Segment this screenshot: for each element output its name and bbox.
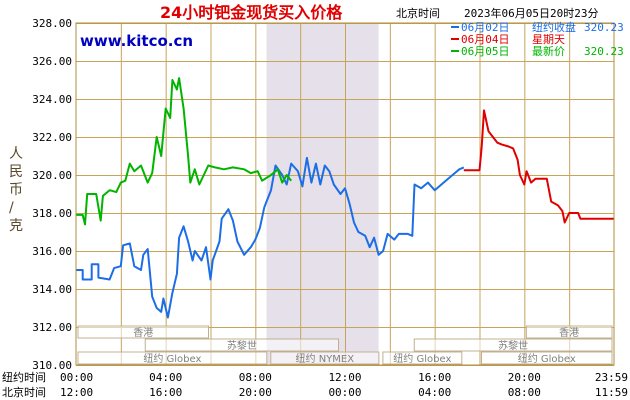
legend-value: 320.23 <box>584 45 624 58</box>
price-series <box>76 77 614 319</box>
session-bar <box>77 351 268 365</box>
y-axis-label: 人民币 / 克 <box>9 146 23 234</box>
x-tick-label: 20:00 <box>239 386 272 399</box>
y-tick-label: 326.00 <box>32 55 72 68</box>
x-tick-label: 12:00 <box>60 386 93 399</box>
chart-title: 24小时钯金现货买入价格 <box>160 3 343 22</box>
legend-label: 纽约收盘 <box>532 20 576 34</box>
x-tick-label: 04:00 <box>418 386 451 399</box>
session-label: 苏黎世 <box>227 339 257 352</box>
session-bar <box>481 351 613 365</box>
y-tick-label: 328.00 <box>32 17 72 30</box>
series-line <box>76 156 465 319</box>
y-tick-label: 322.00 <box>32 131 72 144</box>
y-tick-label: 316.00 <box>32 245 72 258</box>
x-tick-label: 11:59 <box>595 386 628 399</box>
y-axis-label-char: 克 <box>9 218 23 234</box>
session-label: 纽约 NYMEX <box>296 352 355 365</box>
session-label: 纽约 Globex <box>518 352 576 365</box>
session-label: 香港 <box>133 327 153 339</box>
y-tick-label: 318.00 <box>32 207 72 220</box>
y-tick-label: 310.00 <box>32 359 72 372</box>
x-tick-label: 00:00 <box>328 386 361 399</box>
plot-frame <box>75 22 615 366</box>
x-tick-label: 16:00 <box>418 371 451 384</box>
x-tick-label: 08:00 <box>508 386 541 399</box>
series-line <box>76 77 292 226</box>
session-bar <box>382 351 463 365</box>
legend-date: 06月05日 <box>461 45 510 58</box>
session-bar <box>144 338 340 352</box>
location-label: 北京时间 <box>396 6 440 20</box>
x-axis-row-name: 纽约时间 <box>2 370 46 384</box>
x-tick-label: 16:00 <box>149 386 182 399</box>
nymex-session-shading <box>266 23 379 365</box>
session-bar <box>270 351 380 365</box>
y-tick-label: 312.00 <box>32 321 72 334</box>
legend-date: 06月04日 <box>461 33 510 46</box>
session-label: 苏黎世 <box>498 339 528 352</box>
y-tick-label: 320.00 <box>32 169 72 182</box>
series-line <box>463 109 614 224</box>
timestamp-label: 2023年06月05日20时23分 <box>464 6 598 20</box>
x-tick-label: 12:00 <box>328 371 361 384</box>
x-tick-label: 08:00 <box>239 371 272 384</box>
session-label: 纽约 Globex <box>393 352 451 365</box>
y-tick-label: 314.00 <box>32 283 72 296</box>
x-tick-label: 23:59 <box>595 371 628 384</box>
x-tick-label: 04:00 <box>149 371 182 384</box>
y-axis-label-char: / <box>9 200 14 216</box>
y-tick-label: 324.00 <box>32 93 72 106</box>
legend-value: 320.23 <box>584 21 624 34</box>
legend: 06月02日 纽约收盘 320.23 06月04日 星期天 06月05日 最新价 320.23 <box>451 20 624 58</box>
x-tick-label: 20:00 <box>508 371 541 384</box>
legend-date: 06月02日 <box>461 21 510 34</box>
session-label: 香港 <box>559 327 579 339</box>
x-axis-ticks: 纽约时间 00:00 04:00 08:00 12:00 16:00 20:00 23:59 北… <box>2 370 628 399</box>
y-axis-ticks: 310.00 312.00 314.00 316.00 318.00 320.00 322.… <box>32 17 72 372</box>
site-watermark: www.kitco.cn <box>80 32 193 50</box>
y-axis-label-char: 币 <box>9 182 23 198</box>
session-label: 纽约 Globex <box>143 352 201 365</box>
legend-label: 星期天 <box>532 33 565 46</box>
y-axis-label-char: 人 <box>9 146 23 162</box>
session-bar <box>525 325 613 339</box>
legend-label: 最新价 <box>532 44 565 58</box>
y-axis-label-char: 民 <box>9 164 23 180</box>
x-axis-row-name: 北京时间 <box>2 385 46 399</box>
session-bar <box>413 338 613 352</box>
x-tick-label: 00:00 <box>60 371 93 384</box>
session-bar <box>77 325 209 339</box>
